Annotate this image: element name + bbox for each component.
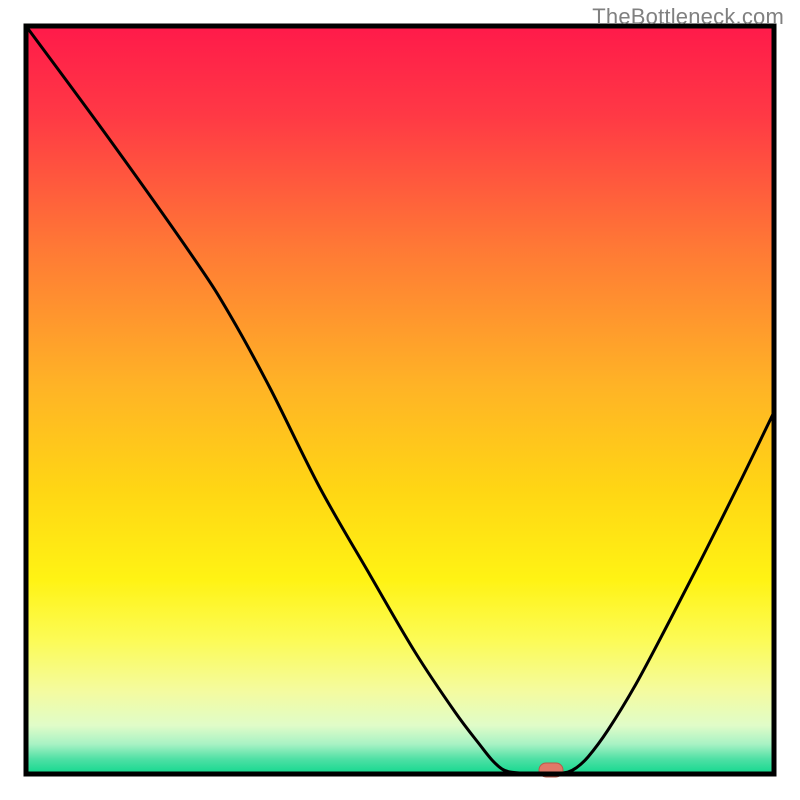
bottleneck-chart [0,0,800,800]
watermark-text: TheBottleneck.com [592,4,784,30]
gradient-background [26,26,774,774]
chart-container: TheBottleneck.com [0,0,800,800]
